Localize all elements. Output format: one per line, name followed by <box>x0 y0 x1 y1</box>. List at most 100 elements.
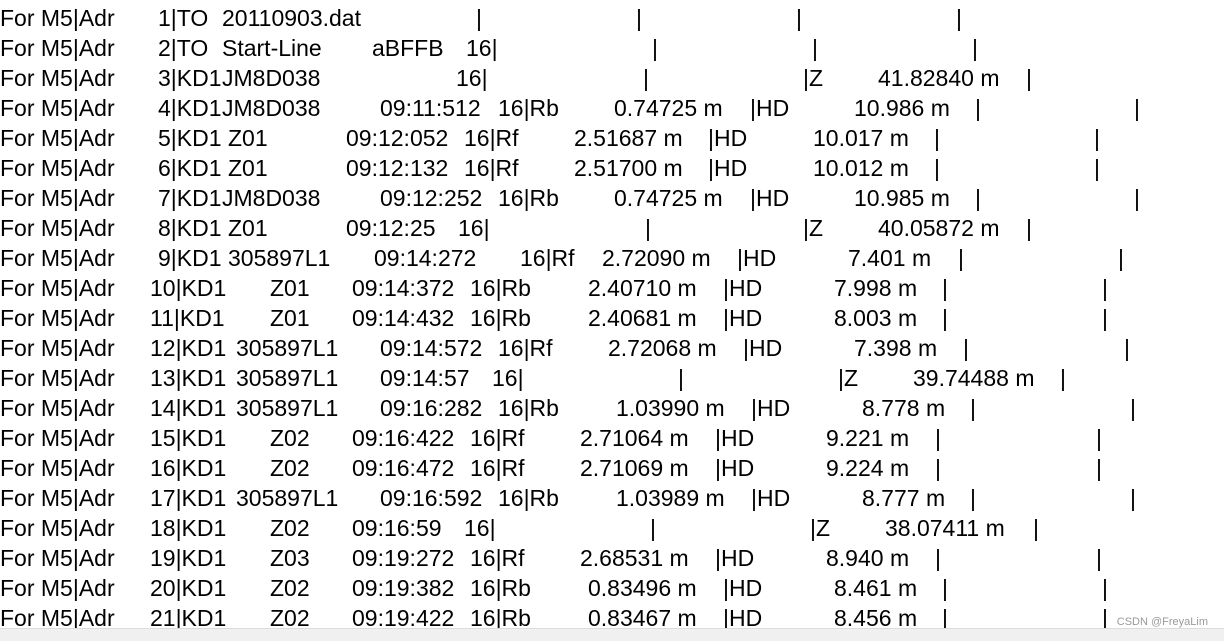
text-segment: For M5|Adr <box>0 545 115 571</box>
text-segment: 13|KD1 <box>150 365 227 391</box>
text-segment: 8.778 m <box>862 395 946 421</box>
text-document[interactable]: For M5|Adr 1|TO 20110903.dat | | | | For M5|Adr… <box>0 0 1224 628</box>
text-segment: 09:14:57 <box>380 365 470 391</box>
text-segment: | <box>643 65 649 91</box>
text-segment: | <box>1026 215 1032 241</box>
text-segment: 14|KD1 <box>150 395 227 421</box>
text-segment: 2.51687 m <box>574 125 683 151</box>
text-segment: Z02 <box>270 575 310 601</box>
text-line: For M5|Adr 6|KD1 Z01 09:12:132 16|Rf 2.51700 … <box>0 153 1224 183</box>
text-segment: 16|Rf <box>520 245 575 271</box>
text-segment: | <box>975 95 981 121</box>
horizontal-scrollbar[interactable] <box>0 628 1224 641</box>
text-segment: Z02 <box>270 515 310 541</box>
text-segment: 16|Rf <box>498 335 553 361</box>
text-segment: 2.51700 m <box>574 155 683 181</box>
text-segment: 0.74725 m <box>614 185 723 211</box>
text-segment: 16|Rb <box>470 275 531 301</box>
text-segment: 11|KD1 <box>150 305 225 331</box>
text-line: For M5|Adr 14|KD1 305897L1 09:16:282 16|Rb 1.… <box>0 393 1224 423</box>
text-segment: 305897L1 <box>236 485 339 511</box>
text-segment: |HD <box>715 455 755 481</box>
text-line: For M5|Adr 20|KD1 Z02 09:19:382 16|Rb 0.83496… <box>0 573 1224 603</box>
text-segment: 16|Rb <box>470 305 531 331</box>
text-segment: Start-Line <box>222 35 322 61</box>
text-segment: | <box>678 365 684 391</box>
text-segment: |HD <box>708 155 748 181</box>
text-segment: 8.777 m <box>862 485 946 511</box>
text-segment: | <box>958 245 964 271</box>
text-segment: | <box>1060 365 1066 391</box>
text-segment: 4|KD1 <box>158 95 222 121</box>
text-segment: For M5|Adr <box>0 35 115 61</box>
text-segment: JM8D038 <box>222 185 321 211</box>
text-segment: | <box>1096 425 1102 451</box>
text-segment: 09:12:25 <box>346 215 436 241</box>
text-segment: 19|KD1 <box>150 545 227 571</box>
text-segment: 2.72090 m <box>602 245 711 271</box>
text-segment: 16| <box>456 65 488 91</box>
text-segment: 09:12:132 <box>346 155 449 181</box>
text-segment: |HD <box>715 545 755 571</box>
text-segment: 09:19:422 <box>352 605 455 628</box>
text-segment: |HD <box>723 305 763 331</box>
text-segment: 09:11:512 <box>380 95 481 121</box>
text-segment: 1.03989 m <box>616 485 725 511</box>
text-line: For M5|Adr 16|KD1 Z02 09:16:472 16|Rf 2.71069… <box>0 453 1224 483</box>
text-segment: 7.401 m <box>848 245 932 271</box>
text-segment: Z02 <box>270 605 310 628</box>
text-segment: 09:14:372 <box>352 275 455 301</box>
text-segment: 16| <box>492 365 524 391</box>
text-segment: | <box>975 185 981 211</box>
text-segment: 8.456 m <box>834 605 918 628</box>
text-segment: | <box>1096 455 1102 481</box>
text-line: For M5|Adr 5|KD1 Z01 09:12:052 16|Rf 2.51687 … <box>0 123 1224 153</box>
text-line: For M5|Adr 4|KD1 JM8D038 09:11:512 16|Rb 0.74… <box>0 93 1224 123</box>
text-segment: Z01 <box>228 125 268 151</box>
text-segment: |HD <box>751 395 791 421</box>
text-segment: | <box>935 425 941 451</box>
text-segment: 9.221 m <box>826 425 910 451</box>
text-segment: 20110903.dat <box>222 5 361 31</box>
text-segment: 7|KD1 <box>158 185 222 211</box>
text-segment: 21|KD1 <box>150 605 227 628</box>
text-segment: 5|KD1 <box>158 125 222 151</box>
text-segment: For M5|Adr <box>0 155 115 181</box>
text-line: For M5|Adr 8|KD1 Z01 09:12:25 16| | |Z 40.05872… <box>0 213 1224 243</box>
text-segment: Z01 <box>270 275 310 301</box>
text-segment: |HD <box>723 605 763 628</box>
text-segment: 2.71064 m <box>580 425 689 451</box>
text-line: For M5|Adr 1|TO 20110903.dat | | | | <box>0 3 1224 33</box>
text-segment: JM8D038 <box>222 65 321 91</box>
text-line: For M5|Adr 13|KD1 305897L1 09:14:57 16| | |Z 39… <box>0 363 1224 393</box>
text-segment: 2.40710 m <box>588 275 697 301</box>
text-segment: 16|Rb <box>498 485 559 511</box>
text-segment: 10.986 m <box>854 95 950 121</box>
text-segment: For M5|Adr <box>0 185 115 211</box>
text-line: For M5|Adr 10|KD1 Z01 09:14:372 16|Rb 2.40710… <box>0 273 1224 303</box>
text-segment: |HD <box>708 125 748 151</box>
text-segment: 10.012 m <box>813 155 909 181</box>
text-segment: 09:16:472 <box>352 455 455 481</box>
text-segment: | <box>942 575 948 601</box>
text-segment: | <box>1130 395 1136 421</box>
text-segment: For M5|Adr <box>0 605 115 628</box>
text-line: For M5|Adr 15|KD1 Z02 09:16:422 16|Rf 2.71064… <box>0 423 1224 453</box>
text-segment: For M5|Adr <box>0 515 115 541</box>
text-segment: |HD <box>743 335 783 361</box>
text-segment: 41.82840 m <box>878 65 1000 91</box>
text-segment: | <box>1118 245 1124 271</box>
text-segment: 3|KD1 <box>158 65 222 91</box>
text-segment: | <box>1102 305 1108 331</box>
text-segment: | <box>796 5 802 31</box>
text-line: For M5|Adr 3|KD1 JM8D038 16| | |Z 41.82840 m | <box>0 63 1224 93</box>
text-segment: Z01 <box>270 305 310 331</box>
text-segment: 09:16:422 <box>352 425 455 451</box>
text-segment: 09:16:59 <box>352 515 442 541</box>
text-segment: 10.985 m <box>854 185 950 211</box>
text-segment: | <box>650 515 656 541</box>
text-segment: |Z <box>803 65 824 91</box>
text-segment: 1|TO <box>158 5 209 31</box>
text-segment: 09:16:282 <box>380 395 483 421</box>
text-segment: For M5|Adr <box>0 65 115 91</box>
